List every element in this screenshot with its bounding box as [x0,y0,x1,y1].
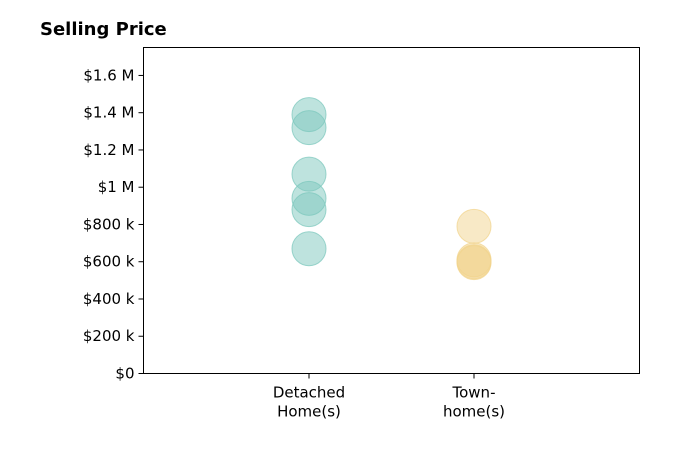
data-point [456,208,492,244]
data-point [291,231,327,267]
y-tick-label: $1.4 M [83,104,134,122]
y-tick-label: $200 k [83,327,135,345]
y-axis: $0 $200 k $400 k $600 k $800 k $1 M $1.2 M $1.4… [83,66,144,383]
plot-area [291,97,492,281]
x-axis: Detached Home(s) Town-home(s) [273,373,505,421]
y-tick-label: $600 k [83,253,135,271]
y-tick-label: $1 M [98,178,135,196]
chart-title: Selling Price [40,19,167,40]
data-point [291,192,327,228]
plot-frame [143,47,640,374]
y-tick-label: $400 k [83,290,135,308]
y-tick-label: $1.2 M [83,141,134,159]
y-tick-label: $1.6 M [83,66,134,84]
x-tick-label: Detached Home(s) [273,384,345,421]
data-point [291,110,327,146]
y-tick-label: $800 k [83,215,135,233]
x-tick-label: Town-home(s) [443,384,505,421]
data-point [456,245,492,281]
y-tick-label: $0 [115,365,134,383]
